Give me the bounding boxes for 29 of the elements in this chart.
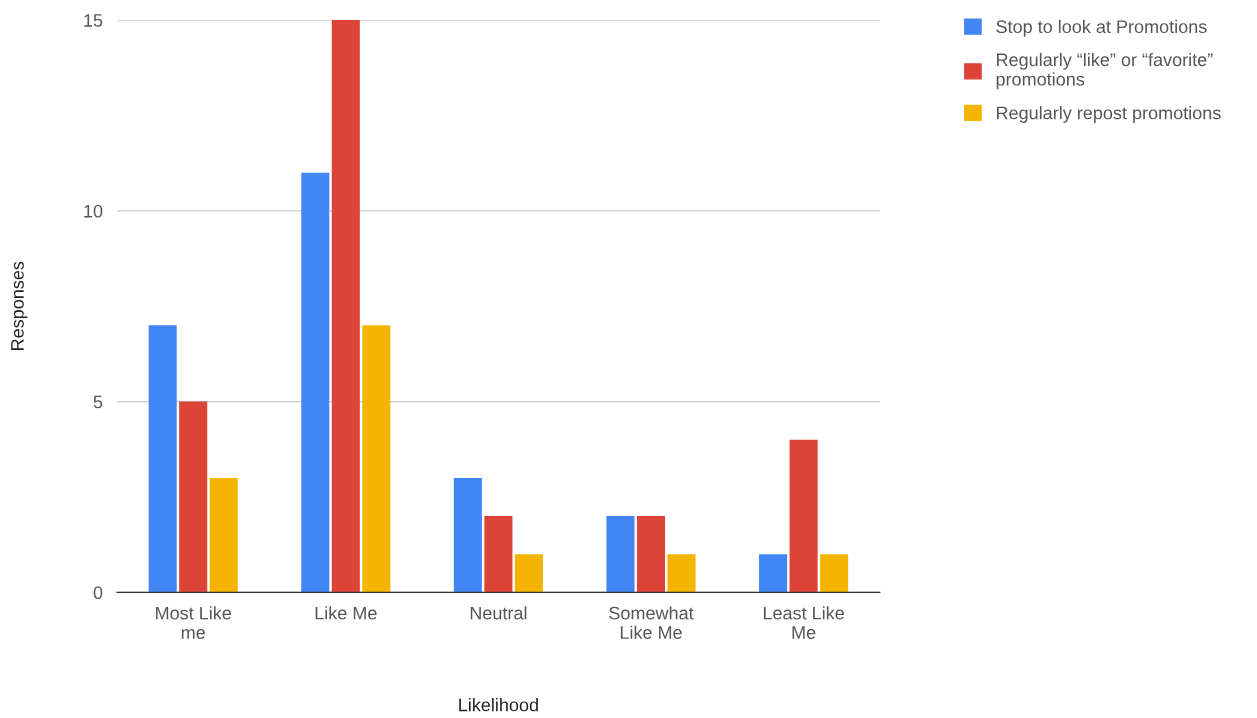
bar [148, 325, 177, 593]
y-tick-label: 0 [93, 586, 103, 600]
bar [636, 516, 666, 593]
legend-label: Regularly repost promotions [997, 106, 1221, 123]
x-tick-label: Least Like Me [763, 606, 844, 639]
x-tick-label: Somewhat Like Me [609, 606, 694, 639]
bar [362, 325, 391, 593]
y-tick-label: 10 [84, 204, 103, 218]
legend-label: Regularly “like” or “favorite” promotions [996, 52, 1213, 90]
x-tick-label: Neutral [470, 606, 527, 620]
bar [209, 477, 238, 593]
bar [301, 172, 330, 593]
bar [789, 439, 818, 593]
bar [331, 20, 360, 593]
x-tick-label: Like Me [315, 606, 377, 620]
y-tick-label: 15 [84, 14, 103, 27]
bar [514, 554, 543, 593]
bar [759, 554, 788, 593]
bar [667, 554, 696, 593]
bar [820, 554, 849, 593]
bar [179, 401, 208, 593]
bar [606, 516, 635, 593]
x-axis-title: Likelihood [459, 698, 538, 712]
y-axis-title: Responses [11, 261, 28, 350]
bar [484, 516, 513, 593]
legend-label: Stop to look at Promotions [996, 19, 1207, 37]
y-tick-label: 5 [93, 395, 103, 409]
bar [453, 477, 482, 593]
x-tick-label: Most Like me [156, 606, 232, 639]
